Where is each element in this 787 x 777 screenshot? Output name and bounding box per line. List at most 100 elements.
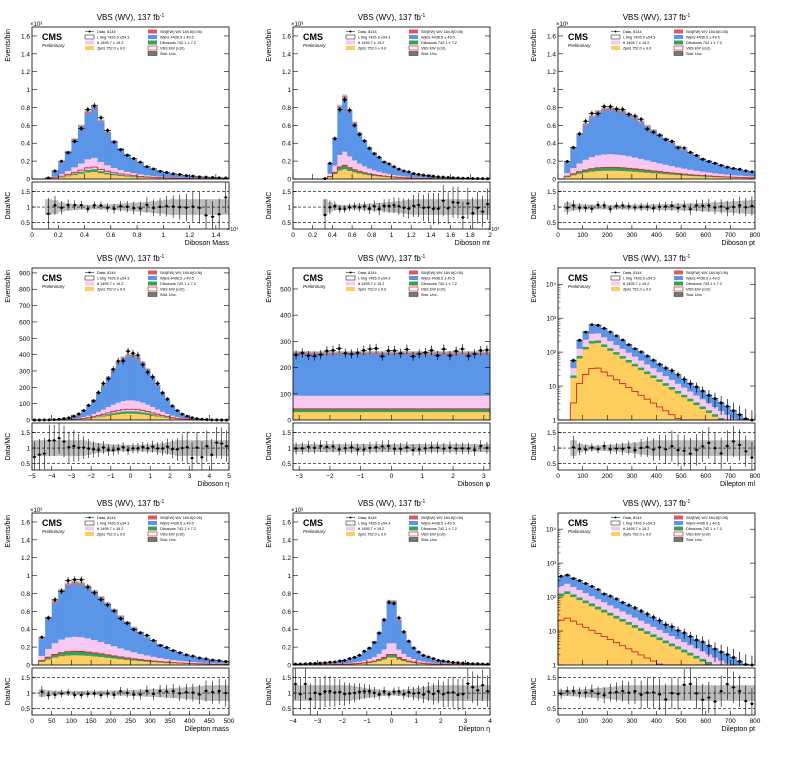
ttbar-bar	[453, 396, 459, 409]
data-point	[356, 351, 359, 354]
ratio-point	[481, 684, 484, 687]
data-point	[185, 653, 188, 656]
legend-swatch	[148, 276, 157, 280]
wjets-bar	[58, 592, 65, 639]
data-point	[139, 161, 142, 164]
legend-swatch	[409, 282, 418, 286]
diboson-bar	[85, 170, 92, 173]
x-tick-label: −5	[28, 473, 36, 480]
ratio-point	[198, 207, 201, 210]
data-point	[473, 352, 476, 355]
data-point	[397, 168, 400, 171]
zjets-bar	[576, 174, 582, 179]
ratio-point	[159, 206, 162, 209]
y-axis-label: Events/bin	[5, 270, 12, 303]
x-tick-label: 100	[66, 718, 77, 725]
ttbar-bar	[416, 396, 422, 409]
ratio-point	[218, 213, 221, 216]
y-tick-label: 1.6	[21, 519, 30, 526]
diboson-bar	[663, 640, 669, 643]
data-point	[307, 354, 310, 357]
data-point	[627, 604, 630, 607]
ratio-point	[437, 690, 440, 693]
chart-title: VBS (WV), 137 fb-1	[97, 13, 165, 22]
legend-swatch	[409, 35, 418, 39]
legend-entry: L bkg 7426.9 ±54.3	[97, 36, 129, 40]
x-tick-label: 600	[700, 473, 711, 480]
y-multiplier: ×10³	[291, 22, 303, 28]
ratio-point	[165, 205, 168, 208]
legend-entry: tt 1495.7 ± 19.2	[358, 527, 384, 531]
ratio-point	[708, 442, 711, 445]
legend-swatch	[674, 527, 683, 531]
ratio-point	[218, 690, 221, 693]
legend-swatch	[409, 41, 418, 45]
wjets-bar	[459, 354, 465, 395]
legend-swatch	[346, 41, 355, 45]
legend-entry: Data, 8144	[97, 30, 116, 34]
zjets-bar	[681, 652, 687, 665]
ratio-point	[113, 207, 116, 210]
data-point	[738, 660, 741, 663]
data-point	[479, 349, 482, 352]
ratio-point	[48, 439, 51, 442]
x-tick-label: 0.8	[133, 232, 142, 239]
ttbar-bar	[377, 654, 382, 660]
legend-swatch	[611, 521, 620, 525]
data-point	[615, 334, 618, 337]
data-point	[609, 105, 612, 108]
wjets-bar	[98, 122, 105, 162]
x-tick-label: 800	[750, 718, 761, 725]
diboson-bar	[137, 177, 144, 178]
zjets-bar	[392, 412, 398, 420]
data-point	[621, 601, 624, 604]
wjets-bar	[155, 386, 160, 409]
ratio-point	[122, 446, 125, 449]
diboson-bar	[392, 654, 397, 657]
zjets-bar	[693, 176, 699, 179]
x-tick-label: 400	[651, 232, 662, 239]
zjets-bar	[669, 646, 675, 665]
legend-swatch	[409, 293, 418, 297]
x-tick-label: 0	[556, 473, 560, 480]
preliminary-label: Preliminary	[303, 43, 326, 48]
ratio-point	[671, 692, 674, 695]
ratio-point	[695, 692, 698, 695]
data-point	[566, 574, 569, 577]
ratio-point	[73, 445, 76, 448]
legend-entry: Dibosons 742.1 ± 7.2	[160, 282, 196, 286]
wjets-bar	[121, 359, 126, 401]
zjets-bar	[570, 378, 576, 420]
zjets-bar	[111, 415, 116, 420]
zjets-bar	[416, 412, 422, 420]
diboson-bar	[96, 416, 101, 417]
wjets-bar	[650, 132, 656, 162]
x-tick-label: −2	[339, 718, 347, 725]
x-tick-label: 200	[602, 232, 613, 239]
diboson-bar	[293, 409, 299, 412]
data-point	[707, 160, 710, 163]
zjets-bar	[104, 658, 111, 665]
diboson-bar	[601, 167, 607, 170]
legend-entry: SM(EW) WV 184.6(0.06)	[160, 271, 203, 275]
data-point	[178, 651, 181, 654]
zjets-bar	[620, 171, 626, 179]
ratio-point	[467, 447, 470, 450]
legend-swatch	[346, 532, 355, 536]
data-point	[627, 113, 630, 116]
cms-label: CMS	[42, 273, 62, 283]
data-point	[447, 176, 450, 179]
wjets-bar	[144, 638, 151, 656]
ttbar-bar	[693, 395, 699, 402]
data-point	[93, 104, 96, 107]
wjets-bar	[104, 133, 111, 165]
wjets-bar	[71, 585, 78, 637]
diboson-bar	[613, 616, 619, 619]
zjets-bar	[644, 634, 650, 665]
ratio-point	[603, 204, 606, 207]
ttbar-bar	[687, 645, 693, 652]
data-point	[176, 409, 179, 412]
diboson-bar	[398, 409, 404, 412]
legend-entry: SM(EW) WV 184.6(0.06)	[421, 271, 464, 275]
wjets-bar	[78, 127, 85, 163]
